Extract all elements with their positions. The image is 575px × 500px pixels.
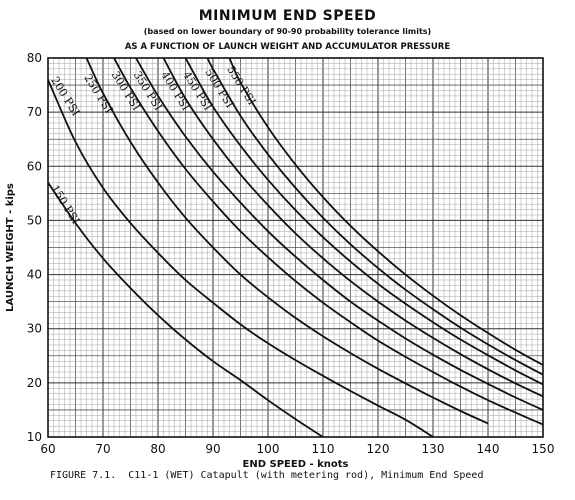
plot-frame bbox=[47, 57, 544, 438]
y-tick-label: 70 bbox=[27, 105, 42, 119]
x-tick-labels: 60 70 80 90 100 110 120 130 140 150 bbox=[40, 442, 554, 456]
series-curves bbox=[47, 57, 544, 438]
series-line bbox=[85, 57, 489, 425]
x-axis-label: END SPEED - knots bbox=[243, 459, 349, 470]
chart-title: MINIMUM END SPEED bbox=[198, 8, 377, 24]
y-axis-label: LAUNCH WEIGHT - kips bbox=[5, 183, 16, 312]
y-tick-label: 40 bbox=[27, 268, 42, 282]
series-line bbox=[47, 79, 434, 438]
chart-subtitle: (based on lower boundary of 90-90 probab… bbox=[143, 27, 432, 36]
y-tick-label: 10 bbox=[27, 430, 42, 444]
x-tick-label: 140 bbox=[477, 442, 500, 456]
chart-subtitle-2: AS A FUNCTION OF LAUNCH WEIGHT AND ACCUM… bbox=[124, 42, 451, 52]
x-tick-label: 60 bbox=[40, 442, 55, 456]
y-tick-label: 30 bbox=[27, 322, 42, 336]
x-tick-label: 90 bbox=[205, 442, 220, 456]
x-tick-label: 120 bbox=[367, 442, 390, 456]
y-tick-label: 80 bbox=[27, 51, 42, 65]
series-line bbox=[135, 57, 544, 411]
series-line bbox=[228, 57, 544, 366]
series-line bbox=[206, 57, 544, 376]
x-tick-label: 70 bbox=[95, 442, 110, 456]
x-tick-label: 80 bbox=[150, 442, 165, 456]
y-tick-label: 60 bbox=[27, 159, 42, 173]
y-tick-label: 20 bbox=[27, 376, 42, 390]
x-tick-label: 150 bbox=[532, 442, 555, 456]
series-line bbox=[113, 57, 544, 426]
x-tick-label: 110 bbox=[312, 442, 335, 456]
series-line bbox=[184, 57, 544, 386]
y-tick-label: 50 bbox=[27, 213, 42, 227]
series-line bbox=[162, 57, 544, 398]
series-line bbox=[47, 181, 324, 438]
y-tick-labels: 10 20 30 40 50 60 70 80 bbox=[27, 51, 42, 444]
x-tick-label: 100 bbox=[257, 442, 280, 456]
x-tick-label: 130 bbox=[422, 442, 445, 456]
grid bbox=[47, 57, 544, 438]
figure-caption: FIGURE 7.1. C11-1 (WET) Catapult (with m… bbox=[50, 470, 484, 481]
